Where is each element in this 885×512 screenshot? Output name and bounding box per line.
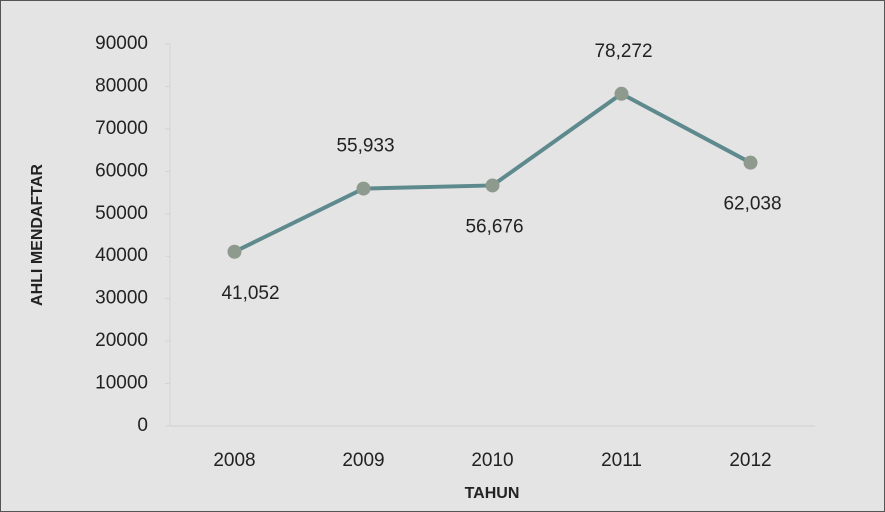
marker (356, 181, 371, 196)
x-tick-label: 2008 (213, 450, 255, 471)
data-label: 55,933 (336, 136, 394, 157)
y-tick-label: 30000 (95, 288, 148, 309)
marker (743, 155, 758, 170)
data-label: 62,038 (723, 194, 781, 215)
y-tick-label: 40000 (95, 245, 148, 266)
y-tick-label: 90000 (95, 33, 148, 54)
x-axis-title: TAHUN (465, 485, 520, 502)
y-tick-label: 70000 (95, 118, 148, 139)
marker (614, 86, 629, 101)
data-label: 56,676 (465, 216, 523, 237)
y-tick-label: 60000 (95, 160, 148, 181)
x-tick-label: 2010 (471, 450, 513, 471)
marker (485, 178, 500, 193)
data-label: 41,052 (221, 283, 279, 304)
y-axis-title: AHLI MENDAFTAR (29, 164, 46, 306)
x-tick-label: 2011 (601, 450, 642, 471)
marker (227, 244, 242, 259)
x-tick-label: 2009 (342, 450, 384, 471)
y-tick-label: 50000 (95, 203, 148, 224)
y-tick-label: 20000 (95, 330, 148, 351)
y-tick-label: 80000 (95, 75, 148, 96)
y-tick-label: 10000 (95, 373, 148, 394)
data-label: 78,272 (594, 41, 652, 62)
x-tick-label: 2012 (729, 450, 771, 471)
y-tick-label: 0 (137, 415, 148, 436)
